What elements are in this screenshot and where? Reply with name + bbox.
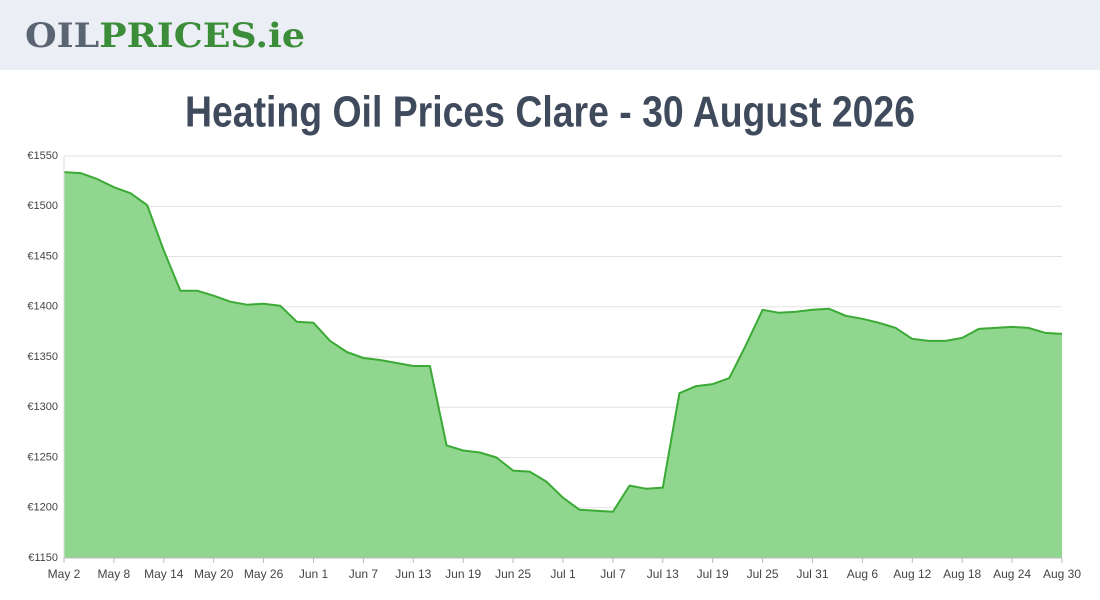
y-tick-label: €1200 [27, 502, 58, 514]
area [64, 172, 1062, 558]
x-tick-label: Jun 1 [299, 567, 329, 581]
x-tick-label: Jul 31 [796, 567, 828, 581]
y-tick-label: €1300 [27, 401, 58, 413]
y-tick-label: €1500 [27, 200, 58, 212]
x-tick-label: Jul 7 [600, 567, 626, 581]
x-tick-label: Aug 18 [943, 567, 981, 581]
x-tick-label: Aug 24 [993, 567, 1031, 581]
logo[interactable]: OIL PRICES .ie [25, 16, 305, 56]
chart-title: Heating Oil Prices Clare - 30 August 202… [185, 88, 915, 137]
x-tick-label: Jun 19 [445, 567, 481, 581]
x-tick-label: Aug 6 [847, 567, 879, 581]
x-tick-label: Jul 13 [647, 567, 679, 581]
x-tick-label: Jul 1 [550, 567, 576, 581]
y-tick-label: €1550 [27, 150, 58, 162]
x-tick-label: Jul 19 [697, 567, 729, 581]
x-tick-label: May 14 [144, 567, 184, 581]
logo-part: PRICES [99, 16, 255, 56]
x-tick-label: May 26 [244, 567, 284, 581]
x-tick-label: Jun 13 [395, 567, 431, 581]
x-tick-label: Jun 25 [495, 567, 531, 581]
y-tick-label: €1150 [28, 552, 58, 564]
x-tick-label: Jul 25 [747, 567, 779, 581]
y-tick-label: €1350 [27, 351, 58, 363]
x-tick-label: Aug 12 [893, 567, 931, 581]
x-tick-label: May 20 [194, 567, 234, 581]
y-tick-label: €1450 [27, 250, 58, 262]
logo-part: OIL [25, 16, 99, 56]
y-tick-label: €1400 [27, 301, 58, 313]
header-bar [0, 0, 1100, 70]
y-tick-label: €1250 [27, 451, 58, 463]
x-tick-label: Aug 30 [1043, 567, 1081, 581]
x-tick-label: Jun 7 [349, 567, 379, 581]
x-tick-label: May 2 [48, 567, 81, 581]
logo-part: .ie [255, 16, 305, 56]
line [63, 171, 1063, 513]
x-tick-label: May 8 [98, 567, 131, 581]
